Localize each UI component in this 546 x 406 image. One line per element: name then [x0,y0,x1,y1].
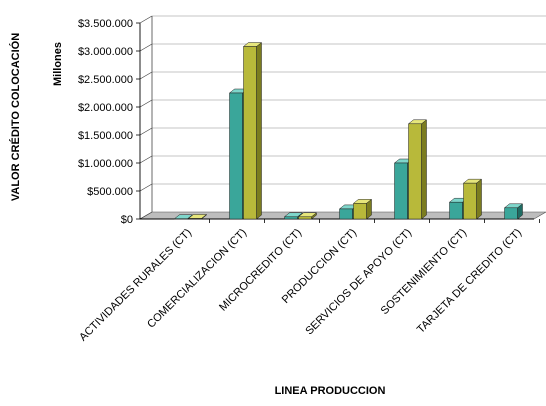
bar [173,214,194,220]
y-tick-label: $3.000.000 [78,46,133,58]
bar-front [449,201,463,220]
y-tick-labels: $0 $500.000 $1.000.000 $1.500.000 $2.000.000… [78,18,133,226]
bar-front [353,203,367,220]
bar-side [256,41,262,220]
bar [242,41,263,220]
x-tick-labels: ACTIVIDADES RURALES (CT)COMERCIALIZACION… [77,227,524,344]
bar-front [394,162,408,220]
side-grid-line [139,15,153,24]
x-tick-label: SERVICIOS DE APOYO (CT) [303,227,414,338]
y-tick-label: $1.000.000 [78,158,133,170]
bar-front [188,218,202,220]
bar-front [298,216,312,220]
y-tick-label: $1.500.000 [78,130,133,142]
side-grid-line [139,99,153,108]
grid-lines [138,15,546,220]
y-tick-label: $3.500.000 [78,18,133,30]
bar [462,178,483,220]
x-tick-label: TARJETA DE CREDITO (CT) [415,227,524,336]
bar [297,212,318,220]
bar-front [463,182,477,220]
bars [173,41,524,220]
bar-front [504,207,518,220]
bar-front [339,208,353,220]
bar [503,203,524,220]
bar [407,119,428,220]
side-grid-line [139,71,153,80]
bar [187,213,208,220]
x-tick-label: ACTIVIDADES RURALES (CT) [77,227,194,344]
bar-front [408,123,422,220]
y-tick-label: $500.000 [87,186,133,198]
side-grid-line [139,155,153,164]
x-tick-label: COMERCIALIZACION (CT) [145,227,249,331]
y-tick-label: $0 [121,214,133,226]
bar-front [229,92,243,220]
y-tick-label: $2.000.000 [78,102,133,114]
side-grid-line [139,183,153,192]
bar [352,198,373,220]
bar-front [284,216,298,220]
side-grid-line [139,211,153,220]
bar-side [476,178,482,220]
bar-side [421,119,427,220]
side-grid-line [139,43,153,52]
back-wall [152,16,546,212]
bar-front [174,218,188,220]
bar-front [243,46,257,220]
x-axis-label: LINEA PRODUCCION [275,385,386,397]
y-axis-unit-label: Millones [52,42,64,86]
y-tick-label: $2.500.000 [78,74,133,86]
side-grid-line [139,127,153,136]
y-axis-label: VALOR CRÉDITO COLOCACIÓN [9,33,22,201]
